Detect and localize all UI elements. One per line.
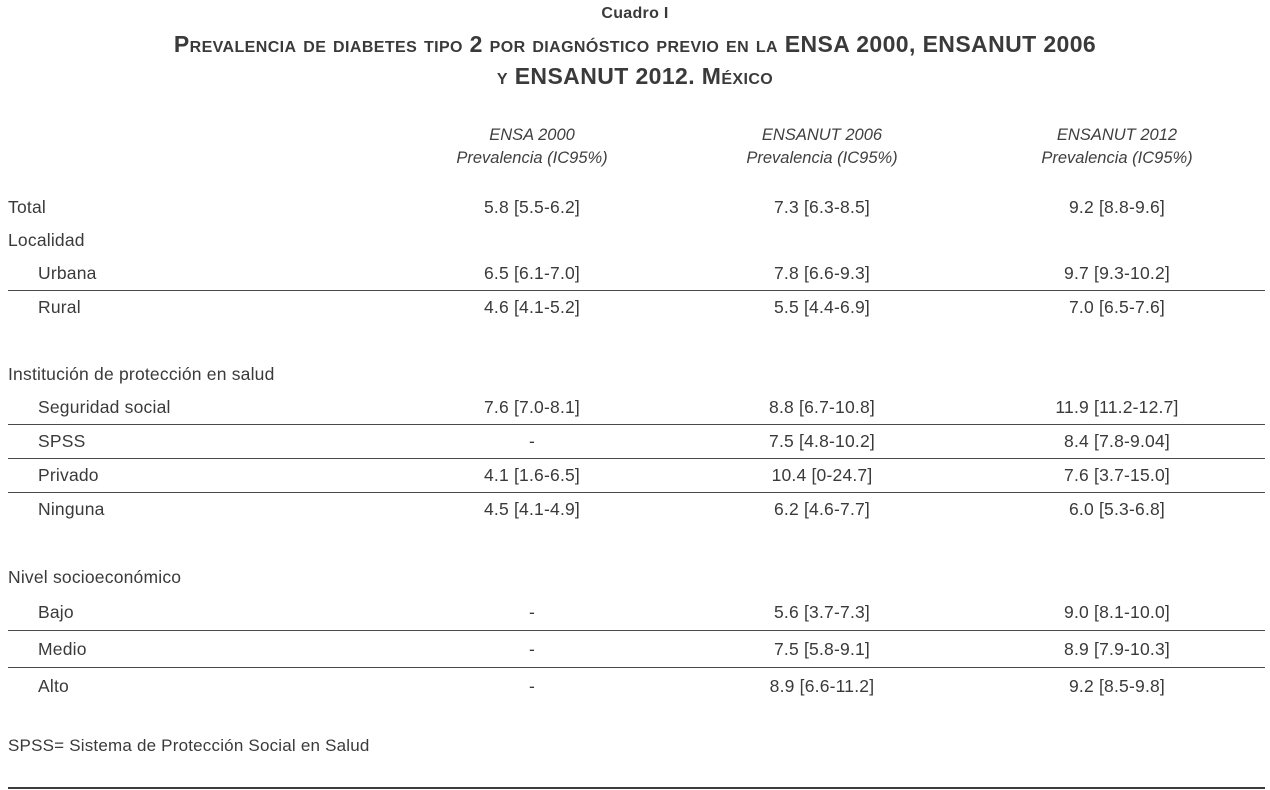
cell-value: - xyxy=(528,675,536,696)
column-measure-label: Prevalencia (IC95%) xyxy=(456,149,608,167)
section-row-institucion: Institución de protección en salud xyxy=(8,358,1265,391)
row-label: Urbana xyxy=(38,263,97,283)
cell-value: 9.2 [8.5-9.8] xyxy=(1069,675,1165,696)
cell-value: 11.9 [11.2-12.7] xyxy=(1055,397,1179,417)
cell-value: 8.8 [6.7-10.8] xyxy=(769,397,875,417)
cell-value: 9.2 [8.8-9.6] xyxy=(1069,197,1165,217)
row-label: Rural xyxy=(38,297,81,317)
table-row-privado: Privado 4.1 [1.6-6.5] 10.4 [0-24.7] 7.6 … xyxy=(8,459,1265,493)
cell-value: 4.6 [4.1-5.2] xyxy=(484,297,580,317)
column-header-ensa-2000: ENSA 2000 Prevalencia (IC95%) xyxy=(412,124,652,170)
row-label: Bajo xyxy=(38,601,74,622)
cell-value: - xyxy=(528,431,536,451)
column-header-row: ENSA 2000 Prevalencia (IC95%) ENSANUT 20… xyxy=(8,124,1250,170)
header-label-spacer xyxy=(8,124,412,170)
table-row-bajo: Bajo - 5.6 [3.7-7.3] 9.0 [8.1-10.0] xyxy=(8,594,1265,631)
cell-value: 6.0 [5.3-6.8] xyxy=(1069,499,1165,519)
cell-value: 8.4 [7.8-9.04] xyxy=(1064,431,1170,451)
column-header-ensanut-2012: ENSANUT 2012 Prevalencia (IC95%) xyxy=(992,124,1242,170)
cell-value: 10.4 [0-24.7] xyxy=(771,465,873,485)
table-title-line1: Prevalencia de diabetes tipo 2 por diagn… xyxy=(173,31,1097,57)
page-bottom-rule xyxy=(8,787,1265,789)
cell-value: 7.6 [3.7-15.0] xyxy=(1064,465,1170,485)
table-caption: Cuadro I xyxy=(601,5,669,22)
cell-value: 7.5 [5.8-9.1] xyxy=(774,638,870,659)
cell-value: 7.5 [4.8-10.2] xyxy=(769,431,875,451)
cell-value: 8.9 [6.6-11.2] xyxy=(769,675,875,696)
cell-value: 7.8 [6.6-9.3] xyxy=(774,263,870,283)
row-label: Seguridad social xyxy=(38,397,171,417)
cell-value: 6.5 [6.1-7.0] xyxy=(484,263,580,283)
row-label: Medio xyxy=(38,638,87,659)
column-survey-name: ENSANUT 2006 xyxy=(761,126,883,144)
table-title-line2: y ENSANUT 2012. México xyxy=(496,63,774,89)
cell-value: 4.5 [4.1-4.9] xyxy=(484,499,580,519)
row-label: Privado xyxy=(38,465,99,485)
section-label: Localidad xyxy=(8,230,85,250)
table-row-alto: Alto - 8.9 [6.6-11.2] 9.2 [8.5-9.8] xyxy=(8,668,1265,704)
cell-value: - xyxy=(528,638,536,659)
section-label: Nivel socioeconómico xyxy=(8,567,182,587)
table-row-medio: Medio - 7.5 [5.8-9.1] 8.9 [7.9-10.3] xyxy=(8,631,1265,668)
cell-value: 7.0 [6.5-7.6] xyxy=(1069,297,1165,317)
section-row-localidad: Localidad xyxy=(8,224,1265,257)
cell-value: 7.3 [6.3-8.5] xyxy=(774,197,870,217)
table-title: Prevalencia de diabetes tipo 2 por diagn… xyxy=(0,28,1270,92)
cell-value: 8.9 [7.9-10.3] xyxy=(1064,638,1170,659)
cell-value: 5.6 [3.7-7.3] xyxy=(774,601,870,622)
row-label: Total xyxy=(8,197,46,217)
cell-value: - xyxy=(528,601,536,622)
table-footnote: SPSS= Sistema de Protección Social en Sa… xyxy=(8,736,370,755)
table-row-seguridad-social: Seguridad social 7.6 [7.0-8.1] 8.8 [6.7-… xyxy=(8,391,1265,425)
cell-value: 5.8 [5.5-6.2] xyxy=(484,197,580,217)
row-label: Alto xyxy=(38,675,69,696)
table-row-ninguna: Ninguna 4.5 [4.1-4.9] 6.2 [4.6-7.7] 6.0 … xyxy=(8,493,1265,526)
cell-value: 5.5 [4.4-6.9] xyxy=(774,297,870,317)
table-body: Total 5.8 [5.5-6.2] 7.3 [6.3-8.5] 9.2 [8… xyxy=(8,191,1265,704)
column-survey-name: ENSA 2000 xyxy=(489,126,575,144)
table-row-spss: SPSS - 7.5 [4.8-10.2] 8.4 [7.8-9.04] xyxy=(8,425,1265,459)
column-measure-label: Prevalencia (IC95%) xyxy=(1041,149,1193,167)
section-row-nivel-socioeconomico: Nivel socioeconómico xyxy=(8,561,1265,594)
column-header-ensanut-2006: ENSANUT 2006 Prevalencia (IC95%) xyxy=(652,124,992,170)
row-label: Ninguna xyxy=(38,499,105,519)
cell-value: 9.7 [9.3-10.2] xyxy=(1064,263,1170,283)
cell-value: 7.6 [7.0-8.1] xyxy=(484,397,580,417)
cell-value: 4.1 [1.6-6.5] xyxy=(484,465,580,485)
column-measure-label: Prevalencia (IC95%) xyxy=(746,149,898,167)
section-label: Institución de protección en salud xyxy=(8,364,275,384)
cell-value: 9.0 [8.1-10.0] xyxy=(1064,601,1170,622)
table-row-urbana: Urbana 6.5 [6.1-7.0] 7.8 [6.6-9.3] 9.7 [… xyxy=(8,257,1265,291)
table-row-rural: Rural 4.6 [4.1-5.2] 5.5 [4.4-6.9] 7.0 [6… xyxy=(8,291,1265,324)
column-survey-name: ENSANUT 2012 xyxy=(1056,126,1178,144)
cell-value: 6.2 [4.6-7.7] xyxy=(774,499,870,519)
row-label: SPSS xyxy=(38,431,86,451)
table-row-total: Total 5.8 [5.5-6.2] 7.3 [6.3-8.5] 9.2 [8… xyxy=(8,191,1265,224)
